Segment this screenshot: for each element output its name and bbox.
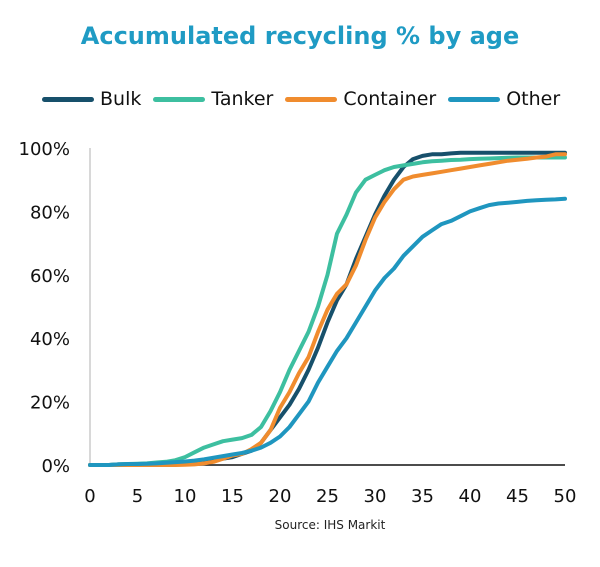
legend-item-bulk: Bulk — [42, 88, 141, 110]
y-tick-label: 20% — [30, 393, 70, 414]
x-tick-label: 25 — [316, 486, 339, 507]
y-tick-label: 60% — [30, 266, 70, 287]
legend-label-tanker: Tanker — [211, 88, 274, 110]
x-tick-label: 5 — [132, 486, 143, 507]
x-tick-label: 15 — [221, 486, 244, 507]
legend-item-tanker: Tanker — [153, 88, 273, 110]
x-tick-label: 10 — [174, 486, 197, 507]
y-tick-label: 80% — [30, 202, 70, 223]
chart-series-group — [88, 150, 567, 467]
legend-swatch-tanker — [153, 96, 206, 102]
legend-swatch-bulk — [42, 96, 94, 102]
chart-tick-labels: 0% 20% 40% 60% 80% 100% 0 5 10 15 20 25 30 35 40 45 50 — [19, 139, 577, 507]
chart-legend: Bulk Tanker Container Other — [42, 86, 572, 112]
chart-source: Source: IHS Markit — [274, 518, 386, 532]
series-line-container — [88, 152, 567, 467]
x-tick-label: 45 — [506, 486, 529, 507]
series-line-other — [88, 196, 567, 467]
legend-label-container: Container — [343, 88, 437, 110]
x-tick-label: 20 — [269, 486, 292, 507]
legend-item-other: Other — [448, 88, 560, 110]
x-tick-label: 30 — [364, 486, 387, 507]
y-tick-label: 40% — [30, 329, 70, 350]
x-tick-label: 50 — [554, 486, 577, 507]
chart-title: Accumulated recycling % by age — [80, 22, 520, 50]
x-tick-label: 0 — [84, 486, 95, 507]
y-tick-label: 0% — [41, 456, 70, 477]
x-tick-label: 35 — [411, 486, 434, 507]
y-tick-label: 100% — [19, 139, 70, 160]
legend-label-bulk: Bulk — [100, 88, 142, 110]
legend-swatch-container — [285, 96, 338, 102]
x-tick-label: 40 — [459, 486, 482, 507]
legend-item-container: Container — [285, 88, 436, 110]
legend-swatch-other — [448, 96, 501, 102]
legend-label-other: Other — [506, 88, 561, 110]
